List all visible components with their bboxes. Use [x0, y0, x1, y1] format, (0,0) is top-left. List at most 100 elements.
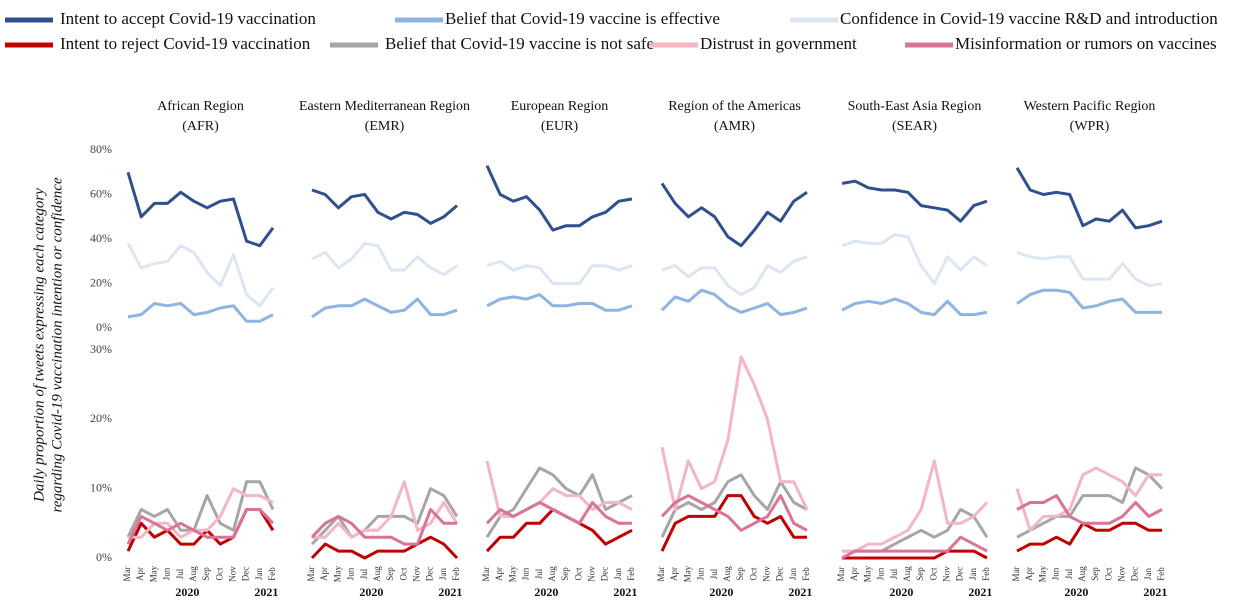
x-tick-label: May	[148, 565, 158, 582]
x-tick-label: Sep	[201, 567, 211, 581]
legend-label: Confidence in Covid-19 vaccine R&D and i…	[840, 9, 1218, 28]
x-tick-label: Mar	[656, 567, 666, 582]
series-line	[485, 466, 633, 539]
y-tick-label: 0%	[96, 320, 112, 334]
y-tick-label: 20%	[90, 411, 112, 425]
series-line	[1016, 288, 1162, 314]
y-tick-label: 0%	[96, 550, 112, 564]
x-tick-label: Jun	[346, 567, 356, 580]
series-line	[842, 459, 989, 553]
panel-title: Eastern Mediterranean Region	[299, 99, 470, 114]
x-group-label: 2020	[889, 585, 913, 599]
series-line	[660, 355, 809, 511]
x-tick-label: Jun	[521, 567, 531, 580]
x-tick-label: Sep	[915, 567, 925, 581]
x-group-label: 2021	[968, 585, 992, 599]
x-group-label: 2020	[709, 585, 733, 599]
y-axis-label: Daily proportion of tweets expressing ea…	[31, 188, 47, 503]
x-tick-label: Oct	[398, 567, 408, 580]
series-line	[311, 241, 458, 277]
x-tick-label: Aug	[722, 566, 732, 582]
x-tick-label: Jan	[788, 568, 798, 580]
series-line	[311, 188, 458, 225]
series-line	[660, 494, 808, 532]
x-tick-label: Dec	[775, 567, 785, 582]
x-tick-label: Sep	[560, 567, 570, 581]
x-tick-label: Nov	[412, 566, 422, 582]
series-line	[310, 508, 457, 546]
x-tick-label: May	[332, 565, 342, 582]
series-line	[485, 164, 633, 232]
panel-subtitle: (AMR)	[714, 119, 756, 134]
x-group-label: 2021	[254, 585, 278, 599]
x-tick-label: Oct	[748, 567, 758, 580]
x-group-label: 2020	[175, 585, 199, 599]
x-tick-label: Aug	[372, 566, 382, 582]
series-line	[126, 171, 275, 248]
x-tick-label: Feb	[451, 567, 461, 581]
x-tick-label: Jan	[254, 568, 264, 580]
x-tick-label: Jan	[438, 568, 448, 580]
y-tick-label: 40%	[90, 231, 112, 245]
x-tick-label: Feb	[267, 567, 277, 581]
x-tick-label: Mar	[1011, 567, 1021, 582]
series-line	[486, 293, 633, 312]
series-line	[1015, 167, 1163, 230]
x-tick-label: Jul	[359, 568, 369, 579]
series-line	[841, 179, 988, 223]
series-line	[486, 259, 633, 285]
series-line	[1015, 466, 1162, 532]
panel-title: Western Pacific Region	[1024, 99, 1156, 114]
x-tick-label: Jun	[876, 567, 886, 580]
x-tick-label: Mar	[122, 567, 132, 582]
series-line	[127, 302, 274, 323]
legend-label: Intent to accept Covid-19 vaccination	[60, 9, 316, 28]
series-line	[1016, 494, 1163, 525]
series-line	[126, 508, 275, 545]
x-tick-label: Sep	[385, 567, 395, 581]
panel-title: African Region	[157, 99, 244, 114]
x-group-label: 2021	[788, 585, 812, 599]
panel-subtitle: (AFR)	[182, 119, 219, 134]
x-tick-label: Aug	[902, 566, 912, 582]
x-tick-label: Nov	[1117, 566, 1127, 582]
y-tick-label: 30%	[90, 342, 112, 356]
x-tick-label: Apr	[319, 567, 329, 581]
x-group-label: 2021	[1143, 585, 1167, 599]
x-tick-label: Oct	[928, 567, 938, 580]
series-line	[841, 233, 988, 285]
x-tick-label: Jul	[534, 568, 544, 579]
panel-title: Region of the Americas	[668, 99, 801, 114]
x-tick-label: Feb	[981, 567, 991, 581]
x-tick-label: Sep	[735, 567, 745, 581]
x-tick-label: Feb	[1156, 567, 1166, 581]
series-line	[310, 535, 459, 560]
series-line	[841, 535, 988, 560]
x-tick-label: Apr	[849, 567, 859, 581]
x-tick-label: Sep	[1090, 567, 1100, 581]
series-line	[660, 288, 808, 317]
x-tick-label: May	[862, 565, 872, 582]
series-line	[1016, 250, 1163, 288]
x-tick-label: Oct	[1103, 567, 1113, 580]
legend-label: Belief that Covid-19 vaccine is not safe	[385, 34, 654, 53]
x-tick-label: Mar	[836, 567, 846, 582]
y-tick-label: 10%	[90, 480, 112, 494]
series-line	[126, 480, 275, 538]
x-tick-label: Jul	[709, 568, 719, 579]
x-tick-label: May	[682, 565, 692, 582]
x-tick-label: May	[1037, 565, 1047, 582]
series-line	[841, 297, 988, 317]
series-line	[311, 297, 458, 319]
x-tick-label: Dec	[425, 567, 435, 582]
panel-subtitle: (EUR)	[541, 119, 579, 134]
series-line	[660, 494, 807, 552]
y-tick-label: 20%	[90, 275, 112, 289]
x-group-label: 2020	[1064, 585, 1088, 599]
x-tick-label: Apr	[669, 567, 679, 581]
x-tick-label: Jun	[1051, 567, 1061, 580]
series-line	[485, 501, 632, 525]
panel-title: European Region	[511, 99, 609, 114]
x-tick-label: Aug	[1077, 566, 1087, 582]
